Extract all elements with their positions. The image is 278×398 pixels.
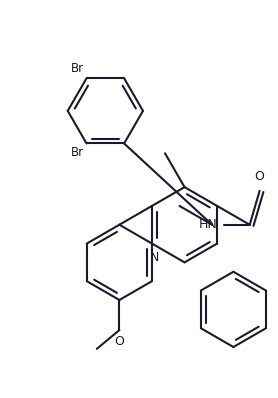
- Text: Br: Br: [70, 62, 84, 75]
- Text: N: N: [149, 252, 159, 264]
- Text: Br: Br: [70, 146, 84, 160]
- Text: O: O: [255, 170, 265, 183]
- Text: HN: HN: [198, 218, 217, 231]
- Text: O: O: [115, 335, 124, 348]
